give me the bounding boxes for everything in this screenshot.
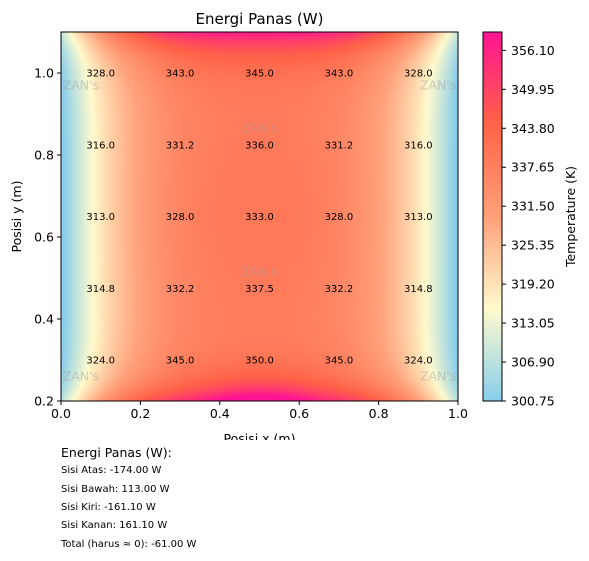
watermark-0: ZAN's bbox=[63, 77, 99, 92]
cell-label-4-1: 345.0 bbox=[166, 356, 195, 367]
y-tick-label-4: 1.0 bbox=[34, 66, 54, 81]
cell-label-2-2: 333.0 bbox=[245, 212, 274, 223]
cell-label-3-0: 314.8 bbox=[86, 284, 115, 295]
y-axis-label: Posisi y (m) bbox=[9, 181, 24, 253]
colorbar-tick-label-1: 306.90 bbox=[511, 355, 555, 370]
watermark-3: ZAN's bbox=[241, 264, 277, 279]
colorbar-ticks: 300.75 306.90 313.05 319.20 325.35 331.50 337.… bbox=[502, 43, 555, 409]
watermark-2: ZAN's bbox=[241, 120, 277, 135]
colorbar-tick-label-9: 356.10 bbox=[511, 43, 555, 58]
cell-label-3-3: 332.2 bbox=[325, 284, 354, 295]
y-tick-label-2: 0.6 bbox=[34, 230, 54, 245]
cell-label-0-2: 345.0 bbox=[245, 69, 274, 80]
x-tick-label-1: 0.2 bbox=[130, 406, 150, 421]
cell-label-1-2: 336.0 bbox=[245, 140, 274, 151]
colorbar-tick-label-7: 343.80 bbox=[511, 121, 555, 136]
chart-title: Energi Panas (W) bbox=[196, 10, 324, 28]
x-tick-label-3: 0.6 bbox=[289, 406, 309, 421]
watermark-5: ZAN's bbox=[420, 369, 456, 384]
cell-label-0-1: 343.0 bbox=[166, 69, 195, 80]
cell-label-1-1: 331.2 bbox=[166, 140, 195, 151]
colorbar-tick-label-2: 313.05 bbox=[511, 316, 555, 331]
cell-label-2-4: 313.0 bbox=[404, 212, 433, 223]
cell-label-4-3: 345.0 bbox=[325, 356, 354, 367]
plot-frame bbox=[60, 31, 459, 402]
cell-label-1-0: 316.0 bbox=[86, 140, 115, 151]
x-tick-label-5: 1.0 bbox=[448, 406, 468, 421]
cell-label-0-4: 328.0 bbox=[404, 69, 433, 80]
cell-label-2-0: 313.0 bbox=[86, 212, 115, 223]
cell-label-2-3: 328.0 bbox=[325, 212, 354, 223]
colorbar-tick-label-0: 300.75 bbox=[511, 394, 555, 409]
cell-label-4-4: 324.0 bbox=[404, 356, 433, 367]
cell-label-1-3: 331.2 bbox=[325, 140, 354, 151]
cell-label-0-3: 343.0 bbox=[325, 69, 354, 80]
cell-label-2-1: 328.0 bbox=[166, 212, 195, 223]
energy-line-top: Sisi Atas: -174.00 W bbox=[61, 465, 162, 476]
energy-line-bottom: Sisi Bawah: 113.00 W bbox=[61, 484, 170, 495]
cell-label-3-1: 332.2 bbox=[166, 284, 195, 295]
colorbar-tick-label-5: 331.50 bbox=[511, 199, 555, 214]
x-tick-label-2: 0.4 bbox=[210, 406, 230, 421]
x-axis: 0.0 0.2 0.4 0.6 0.8 1.0 bbox=[51, 401, 468, 421]
energy-line-total: Total (harus ≈ 0): -61.00 W bbox=[61, 539, 197, 550]
colorbar-tick-label-6: 337.65 bbox=[511, 160, 555, 175]
cell-label-3-4: 314.8 bbox=[404, 284, 433, 295]
colorbar bbox=[482, 31, 503, 402]
x-axis-label: Posisi x (m) bbox=[224, 431, 296, 440]
colorbar-tick-label-8: 349.95 bbox=[511, 82, 555, 97]
cell-label-4-0: 324.0 bbox=[86, 356, 115, 367]
energy-line-right: Sisi Kanan: 161.10 W bbox=[61, 520, 168, 531]
watermark-1: ZAN's bbox=[420, 77, 456, 92]
x-tick-label-0: 0.0 bbox=[51, 406, 71, 421]
cell-label-3-2: 337.5 bbox=[245, 284, 274, 295]
y-axis: 0.2 0.4 0.6 0.8 1.0 bbox=[34, 66, 61, 409]
cell-labels: 328.0 343.0 345.0 343.0 328.0 316.0 331.2 336.0… bbox=[86, 69, 432, 367]
x-tick-label-4: 0.8 bbox=[369, 406, 389, 421]
colorbar-tick-label-3: 319.20 bbox=[511, 277, 555, 292]
energy-summary-heading: Energi Panas (W): bbox=[61, 445, 172, 460]
cell-label-4-2: 350.0 bbox=[245, 356, 274, 367]
y-tick-label-3: 0.8 bbox=[34, 148, 54, 163]
y-tick-label-0: 0.2 bbox=[34, 394, 54, 409]
cell-label-1-4: 316.0 bbox=[404, 140, 433, 151]
watermark-group: ZAN's ZAN's ZAN's ZAN's ZAN's ZAN's bbox=[63, 77, 457, 383]
cell-label-0-0: 328.0 bbox=[86, 69, 115, 80]
energy-line-left: Sisi Kiri: -161.10 W bbox=[61, 502, 156, 513]
watermark-4: ZAN's bbox=[63, 369, 99, 384]
colorbar-tick-label-4: 325.35 bbox=[511, 238, 555, 253]
heatmap-chart: Energi Panas (W) ZAN's ZAN'sZAN'sZAN'sZAN… bbox=[9, 10, 578, 440]
y-tick-label-1: 0.4 bbox=[34, 312, 54, 327]
colorbar-label: Temperature (K) bbox=[563, 166, 578, 268]
